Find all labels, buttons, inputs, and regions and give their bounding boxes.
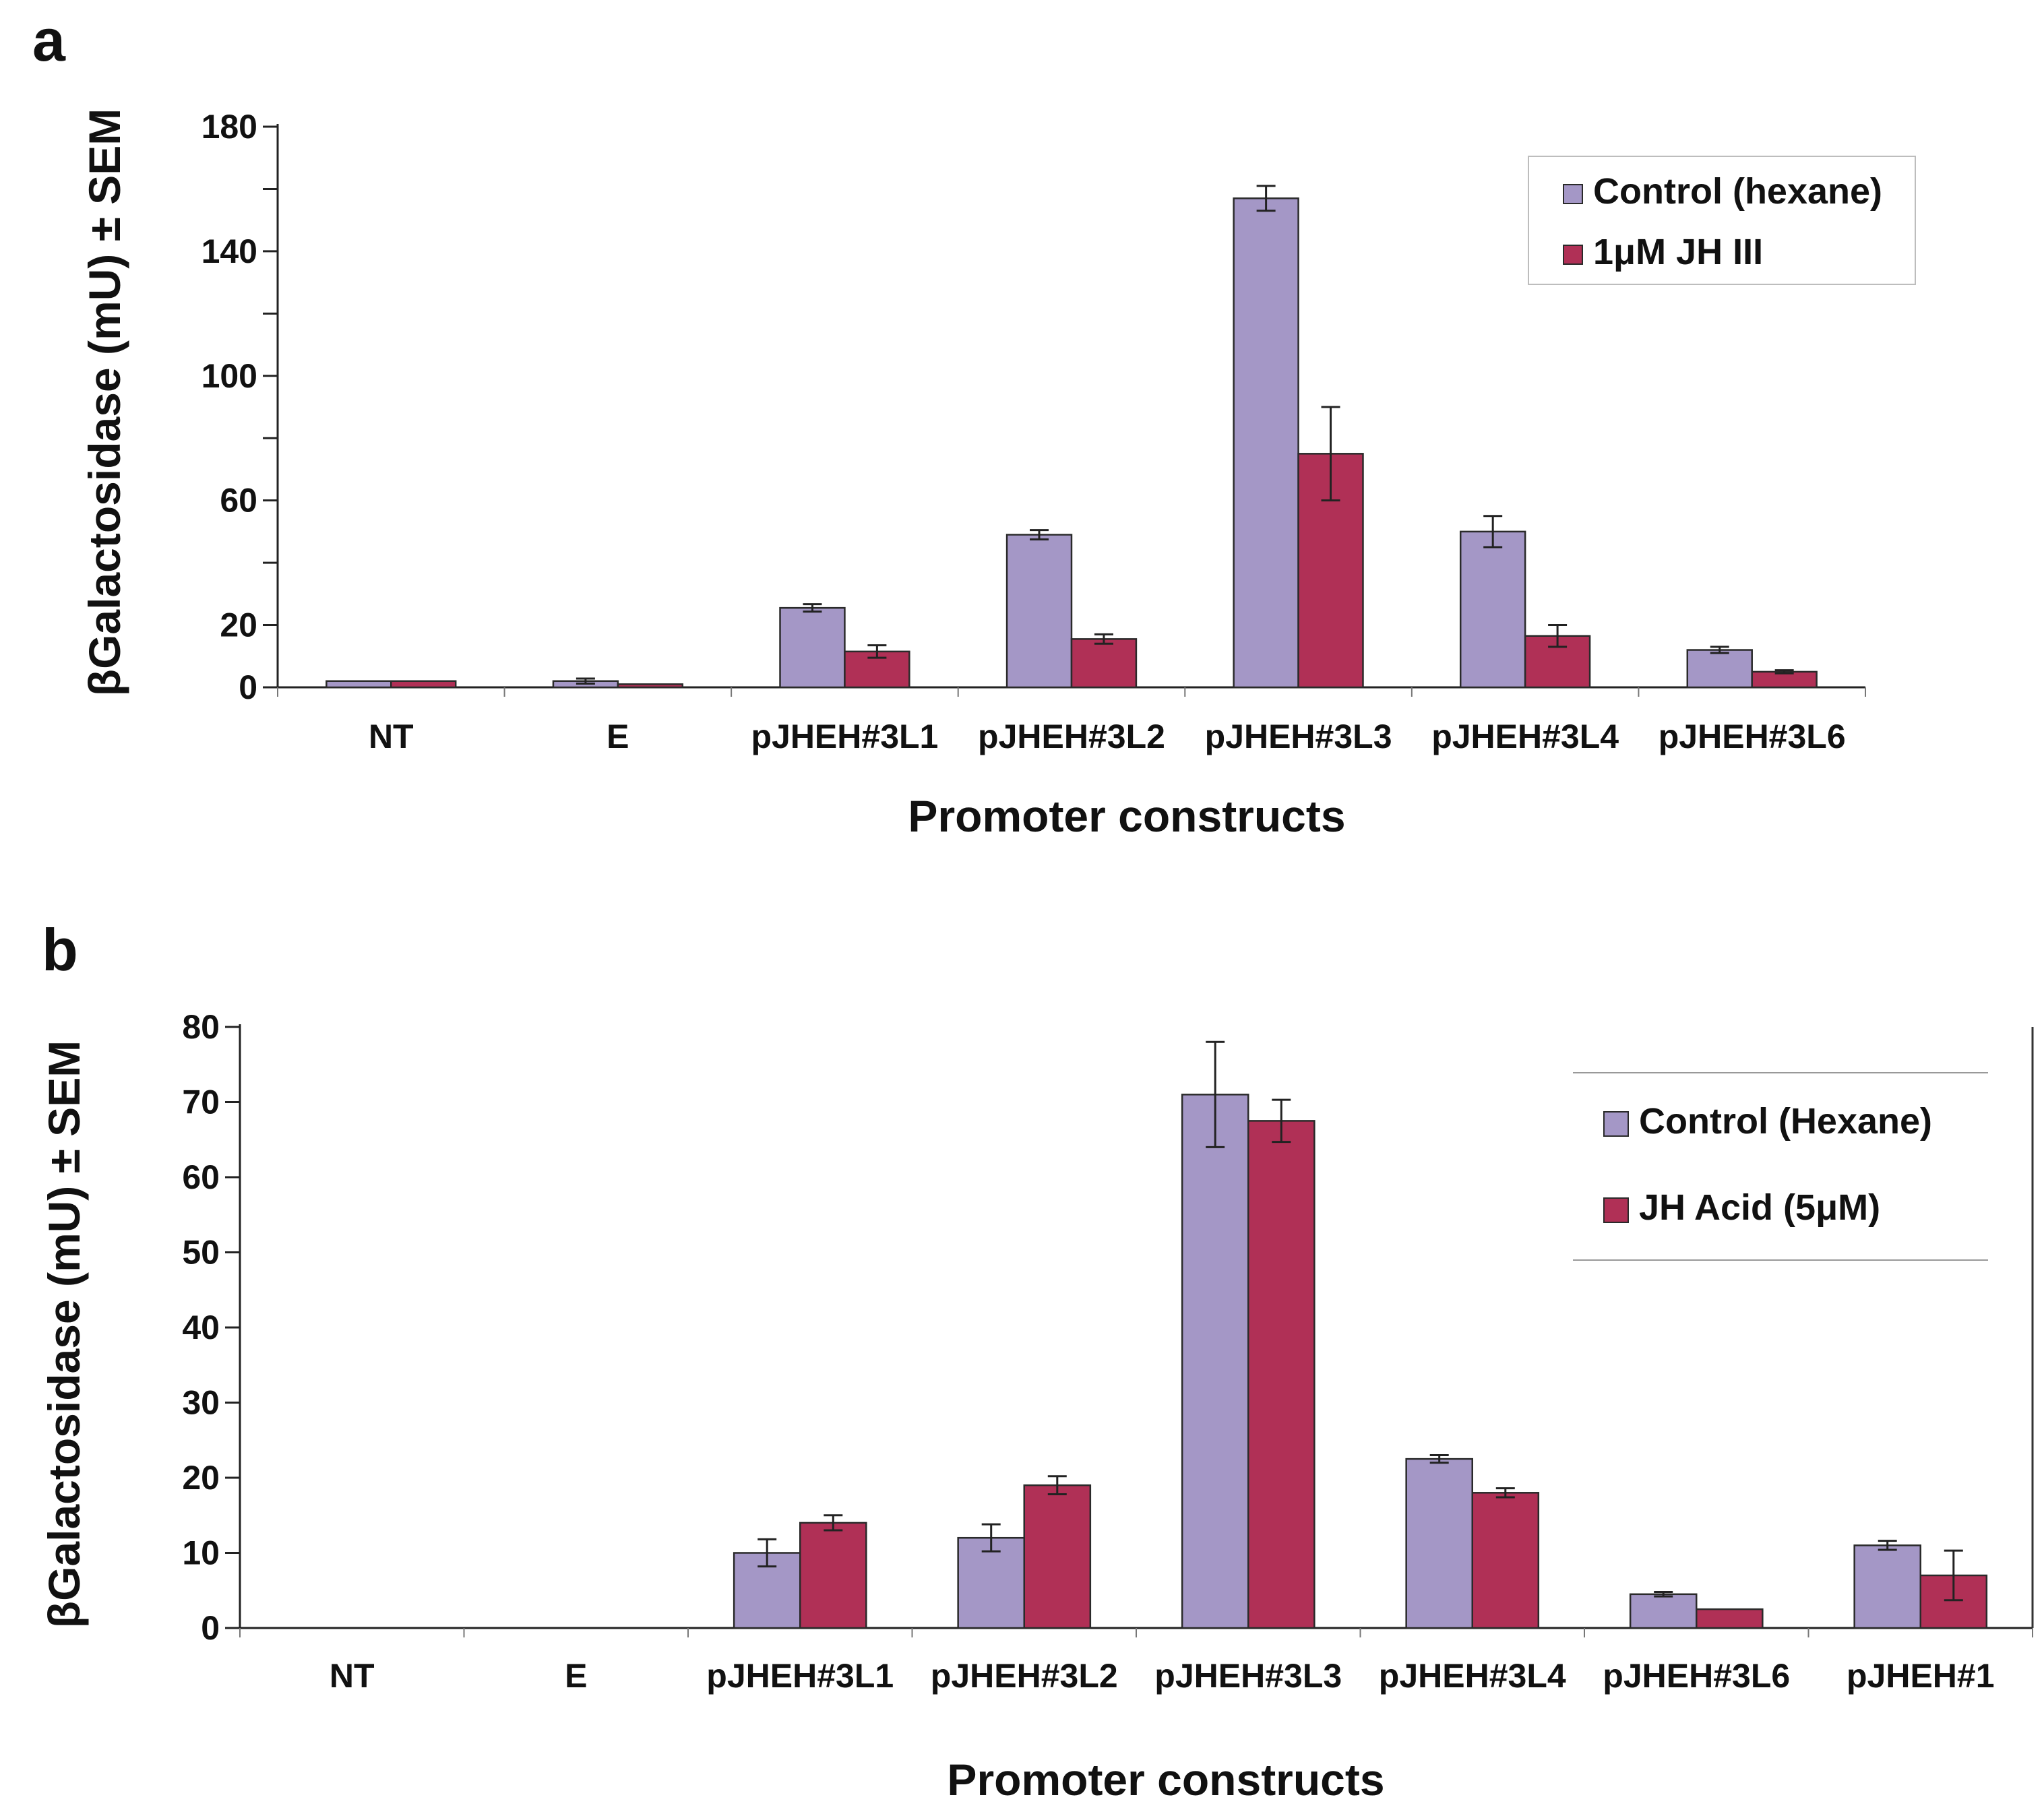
x-category-label: pJHEH#3L4 [1431, 718, 1619, 755]
bar [1233, 197, 1299, 689]
y-tick-label: 180 [202, 108, 257, 146]
x-category-label: pJHEH#3L3 [1205, 718, 1392, 755]
legend-swatch [1563, 184, 1583, 204]
bar [617, 683, 684, 689]
bar [957, 1536, 1025, 1629]
legend-swatch [1603, 1197, 1629, 1223]
legend-label: Control (Hexane) [1639, 1101, 1932, 1141]
legend-box [1528, 156, 1916, 285]
y-tick-label: 80 [182, 1008, 220, 1046]
legend-label: 1μM JH III [1593, 232, 1763, 272]
x-category-label: pJHEH#3L6 [1603, 1657, 1790, 1695]
y-tick-label: 0 [201, 1609, 220, 1647]
bar [1853, 1544, 1922, 1629]
x-category-label: pJHEH#3L3 [1154, 1657, 1342, 1695]
y-tick-label: 140 [202, 232, 257, 270]
x-category-label: NT [330, 1657, 375, 1695]
panel-a-x-axis-title: Promoter constructs [908, 791, 1345, 841]
y-tick-label: 0 [239, 668, 257, 706]
y-tick-label: 20 [182, 1459, 220, 1497]
panel-b-y-axis-title: βGalactosidase (mU) ± SEM [39, 1040, 89, 1628]
bar [1181, 1094, 1249, 1629]
bar [1405, 1458, 1474, 1629]
panel-b-letter: b [42, 916, 78, 983]
y-tick-label: 50 [182, 1234, 220, 1272]
bar [1247, 1120, 1315, 1629]
bar [326, 680, 392, 689]
panel-a-y-axis-title: βGalactosidase (mU) ± SEM [80, 108, 129, 696]
y-tick-label: 60 [182, 1158, 220, 1196]
bar [1471, 1492, 1540, 1629]
x-category-label: pJHEH#3L2 [978, 718, 1165, 755]
bar [1696, 1608, 1764, 1629]
y-tick-label: 40 [182, 1309, 220, 1346]
y-tick-label: 60 [220, 482, 257, 520]
x-category-label: pJHEH#1 [1847, 1657, 1995, 1695]
legend-swatch [1603, 1111, 1629, 1137]
bar [390, 680, 457, 689]
x-category-label: pJHEH#3L6 [1659, 718, 1846, 755]
y-tick-label: 20 [220, 606, 257, 644]
y-tick-label: 10 [182, 1534, 220, 1572]
x-category-label: E [607, 718, 629, 755]
bar [1005, 534, 1073, 689]
x-category-label: E [565, 1657, 587, 1695]
y-tick-label: 100 [202, 357, 257, 395]
x-category-label: NT [369, 718, 414, 755]
x-category-label: pJHEH#3L2 [931, 1657, 1118, 1695]
panel-a-letter: a [32, 7, 66, 73]
legend-label: JH Acid (5μM) [1639, 1187, 1880, 1228]
y-tick-label: 70 [182, 1084, 220, 1121]
y-tick-label: 30 [182, 1384, 220, 1422]
bar [1070, 638, 1138, 689]
bar [1023, 1484, 1092, 1629]
panel-b-x-axis-title: Promoter constructs [947, 1755, 1384, 1805]
x-category-label: pJHEH#3L1 [706, 1657, 894, 1695]
x-category-label: pJHEH#3L4 [1379, 1657, 1566, 1695]
legend-label: Control (hexane) [1593, 171, 1882, 212]
x-category-label: pJHEH#3L1 [751, 718, 938, 755]
bar [1686, 649, 1753, 689]
legend-swatch [1563, 245, 1583, 265]
bar [1459, 530, 1526, 689]
bar [779, 606, 846, 689]
bar [799, 1522, 867, 1629]
bar [1629, 1593, 1698, 1629]
